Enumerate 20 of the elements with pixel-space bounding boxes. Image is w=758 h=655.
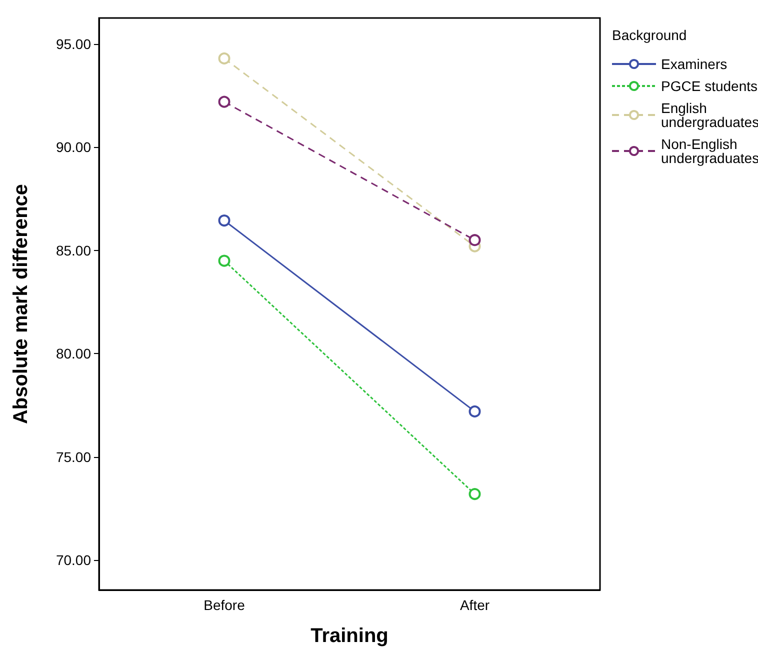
y-tick-label: 80.00 — [56, 346, 92, 362]
y-axis-title: Absolute mark difference — [10, 184, 32, 424]
point — [468, 405, 481, 418]
point — [468, 234, 481, 246]
x-axis-title: Training — [310, 625, 388, 647]
legend-title: Background — [612, 27, 687, 43]
legend-label: Examiners — [661, 56, 728, 72]
y-tick-label: 90.00 — [56, 139, 92, 156]
legend-label: PGCE students — [661, 78, 758, 94]
x-tick-label: After — [460, 597, 490, 613]
point — [218, 52, 230, 64]
point — [218, 96, 230, 108]
point — [218, 214, 230, 226]
y-tick-label: 95.00 — [56, 36, 92, 52]
x-tick-label: Before — [204, 597, 246, 613]
y-tick-label: 75.00 — [56, 448, 92, 465]
point — [468, 488, 481, 500]
point — [218, 254, 230, 267]
y-tick-label: 70.00 — [56, 552, 92, 568]
y-tick-label: 85.00 — [56, 242, 92, 258]
